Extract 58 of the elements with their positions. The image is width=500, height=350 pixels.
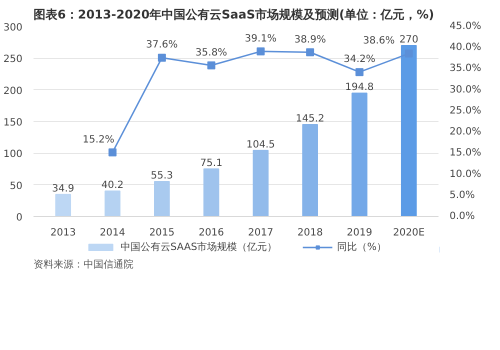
data-label: 15.2% [82,134,114,146]
point [108,148,117,156]
y2-tick-label: 10.0% [450,168,482,180]
data-label: 55.3 [150,170,174,182]
y-tick-label: 150 [3,118,23,128]
x-tick-label: 2018 [297,228,323,238]
y-tick-label: 0 [16,212,23,224]
legend-label: 同比（%） [337,240,387,254]
y2-tick-label: 15.0% [450,148,482,159]
y2-tick-label: 25.0% [450,105,482,116]
bar [104,190,120,216]
y2-tick-label: 5.0% [450,190,475,201]
data-label: 38.9% [294,34,326,46]
bar [352,92,368,216]
data-label: 34.2% [344,54,376,66]
x-tick-label: 2013 [50,228,76,238]
data-label: 38.6% [362,36,395,47]
data-label: 35.8% [195,47,228,58]
text: 资料来源：中国信通院 [34,258,134,270]
y2-tick-label: 35.0% [450,63,482,74]
data-label: 104.5 [246,139,276,150]
data-label: 270 [399,34,418,46]
y2-tick-label: 45.0% [450,21,482,32]
x-tick-label: 2016 [198,228,224,238]
point [256,47,265,56]
legend-label: 中国公有云SAAS市场规模（亿元） [120,240,278,254]
x-tick-label: 2020E [392,228,425,238]
y-tick-label: 200 [3,86,23,97]
bar [55,194,72,216]
y2-tick-label: 30.0% [450,84,482,96]
bar [400,45,417,216]
data-label: 40.2 [101,180,124,192]
point [207,61,216,70]
chart-title: 图表6：2013-2020年中国公有云SaaS市场规模及预测(单位：亿元，%) [34,8,434,22]
y-tick-label: 100 [3,149,23,160]
bar [154,180,170,216]
x-tick-label: 2019 [346,228,372,238]
y-tick-label: 50 [10,180,23,192]
data-label: 145.2 [296,114,324,125]
y2-tick-label: 40.0% [450,42,482,54]
data-label: 194.8 [345,82,374,94]
y-tick-label: 300 [3,22,23,34]
x-tick-label: 2017 [248,228,274,238]
y2-tick-label: 0.0% [450,211,475,222]
point [355,68,364,76]
point [306,48,314,56]
bar [203,168,220,216]
data-label: 75.1 [200,158,222,169]
data-label: 39.1% [244,33,277,44]
bar [252,150,269,216]
x-tick-label: 2015 [149,228,175,238]
x-tick-label: 2014 [100,228,126,238]
point [158,54,166,62]
y2-tick-label: 20.0% [450,126,482,138]
y-tick-label: 250 [3,54,23,66]
data-label: 34.9 [52,183,74,194]
bar [302,124,318,216]
data-label: 37.6% [146,40,178,51]
